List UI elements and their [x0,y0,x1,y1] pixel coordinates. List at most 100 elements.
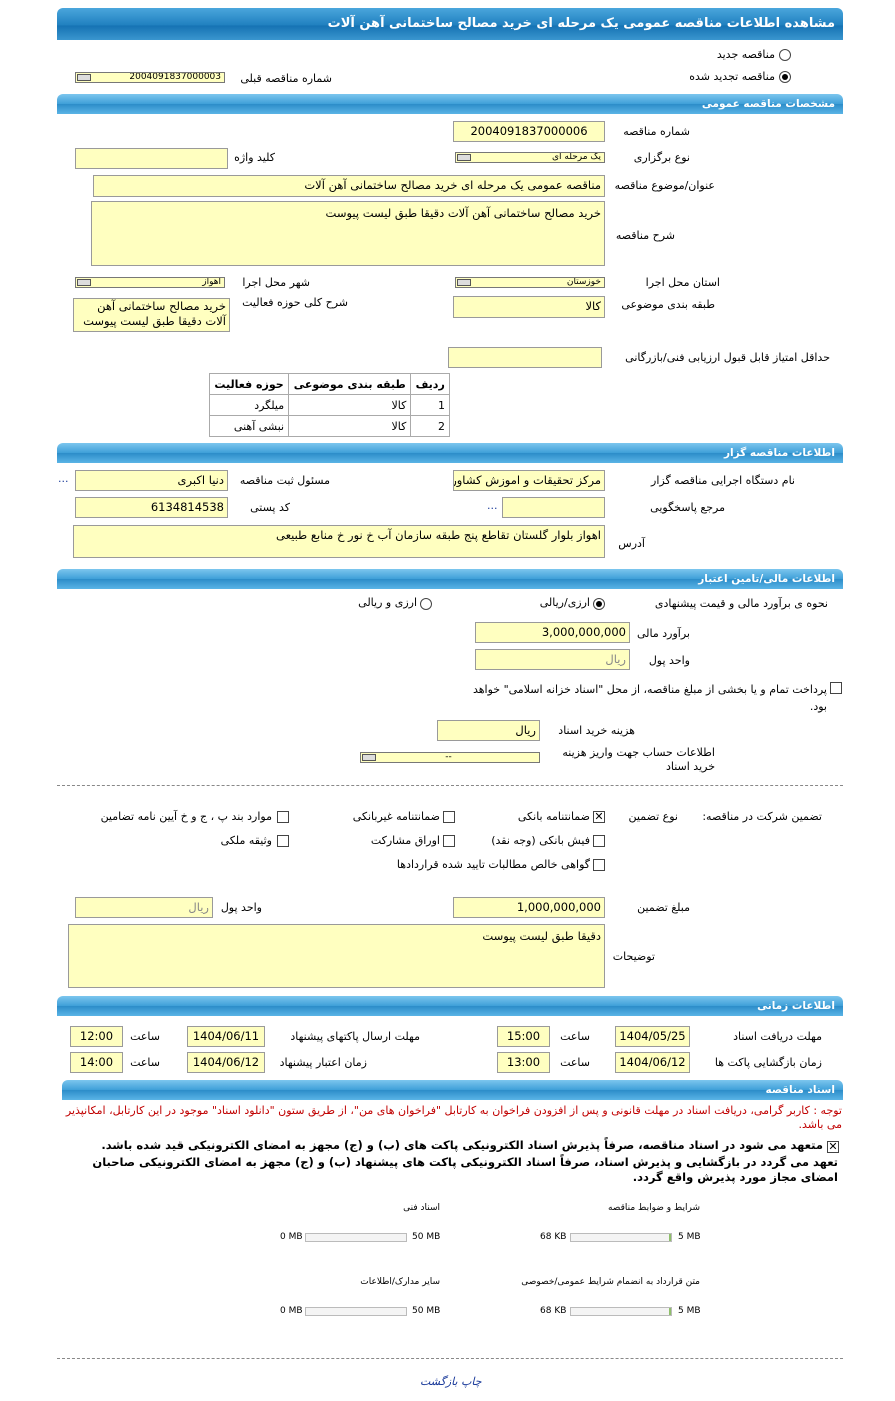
cash-checkbox[interactable] [593,835,605,847]
file-progress [305,1233,407,1242]
nonbank-guarantee-checkbox[interactable] [443,811,455,823]
keyword-label: کلید واژه [234,151,275,164]
address-field: اهواز بلوار گلستان تقاطع پنج طبقه سازمان… [73,525,605,558]
print-link[interactable]: چاپ [461,1375,482,1388]
receive-time: 15:00 [497,1026,550,1047]
send-time: 12:00 [70,1026,123,1047]
open-time: 13:00 [497,1052,550,1073]
col-scope: حوزه فعالیت [208,373,290,395]
amount-field: 1,000,000,000 [453,897,605,918]
description-label: شرح مناقصه [615,229,675,242]
commit-text-1: متعهد می شود در اسناد مناقصه، صرفاً پذیر… [101,1138,823,1152]
bonds-label: اوراق مشارکت [370,834,440,847]
cell: میلگرد [208,394,290,416]
bonds-checkbox[interactable] [443,835,455,847]
validity-date: 1404/06/12 [187,1052,265,1073]
number-label: شماره مناقصه [623,125,690,138]
new-tender-label: مناقصه جدید [716,48,775,61]
estimate-field: 3,000,000,000 [475,622,630,643]
prev-number-select[interactable]: 2004091837000003 [75,72,225,83]
keyword-field[interactable] [75,148,228,169]
nonbank-guarantee-label: ضمانتنامه غیربانکی [352,810,440,823]
address-label: آدرس [618,537,645,550]
holding-type-label: نوع برگزاری [633,151,690,164]
reference-label: مرجع پاسخگویی [650,501,725,514]
subject-label: عنوان/موضوع مناقصه [614,179,715,192]
section-timing: اطلاعات زمانی [57,996,843,1016]
property-checkbox[interactable] [277,835,289,847]
doc-fee-label: هزینه خرید اسناد [558,724,635,737]
renewed-tender-label: مناقصه تجدید شده [689,70,775,83]
claims-checkbox[interactable] [593,859,605,871]
docs-notice: توجه : کاربر گرامی، دریافت اسناد در مهلت… [65,1104,842,1131]
divider [57,785,843,786]
rial-radio[interactable] [593,598,605,610]
col-row: ردیف [410,373,450,395]
min-score-label: حداقل امتیاز قابل قبول ارزیابی فنی/بازرگ… [625,351,830,364]
org-more-link[interactable]: ... [58,472,69,485]
col-category: طبقه بندی موضوعی [288,373,412,395]
category-label: طبقه بندی موضوعی [621,298,715,311]
city-select[interactable]: اهواز [75,277,225,288]
section-organizer: اطلاعات مناقصه گزار [57,443,843,463]
registrar-field: دنیا اکبری [75,470,228,491]
file-max: 5 MB [678,1306,701,1316]
send-date: 1404/06/11 [187,1026,265,1047]
new-tender-radio[interactable] [779,49,791,61]
province-select[interactable]: خوزستان [455,277,605,288]
prev-number-label: شماره مناقصه قبلی [240,72,332,85]
open-date: 1404/06/12 [615,1052,690,1073]
section-finance: اطلاعات مالی/تامین اعتبار [57,569,843,589]
treasury-text: پرداخت تمام و یا بخشی از مبلغ مناقصه، از… [472,683,827,713]
description-field: خرید مصالح ساختمانی آهن آلات دقیقا طبق ل… [91,201,605,266]
file-label: متن قرارداد به انضمام شرایط عمومی/خصوصی [521,1277,700,1287]
validity-label: زمان اعتبار پیشنهاد [279,1056,367,1069]
city-label: شهر محل اجرا [242,276,310,289]
file-size: 68 KB [540,1232,567,1242]
rial-label: ارزی/ریالی [539,596,590,609]
scope-label: شرح کلی حوزه فعالیت [242,296,348,309]
section-general: مشخصات مناقصه عمومی [57,94,843,114]
postal-field: 6134814538 [75,497,228,518]
guarantee-type-label: نوع تضمین [628,810,678,823]
cell: کالا [288,415,412,437]
commit-text-2: تعهد می گردد در بازگشایی و پذیرش اسناد، … [92,1155,838,1184]
file-size: 0 MB [280,1306,303,1316]
notes-label: توضیحات [612,950,655,963]
both-radio[interactable] [420,598,432,610]
renewed-tender-radio[interactable] [779,71,791,83]
g-currency-label: واحد پول [220,901,262,914]
file-progress [570,1233,672,1242]
category-table: ردیف طبقه بندی موضوعی حوزه فعالیت 1 کالا میل… [208,373,450,437]
claims-label: گواهی خالص مطالبات تایید شده قراردادها [396,858,590,871]
account-select[interactable]: -- [360,752,540,763]
file-max: 50 MB [412,1306,441,1316]
divider [57,1358,843,1359]
cell: نبشی آهنی [208,415,290,437]
receive-label: مهلت دریافت اسناد [733,1030,822,1043]
doc-fee-field: ریال [437,720,540,741]
file-label: سایر مدارک/اطلاعات [360,1277,440,1287]
notes-field: دقیقا طبق لیست پیوست [68,924,605,988]
category-field: کالا [453,296,605,318]
commit-checkbox[interactable]: ✕ [827,1140,839,1153]
scope-field: خرید مصالح ساختمانی آهن آلات دقیقا طبق ل… [73,298,230,332]
cash-label: فیش بانکی (وجه نقد) [491,834,590,847]
cell: کالا [288,394,412,416]
amount-label: مبلغ تضمین [637,901,690,914]
province-label: استان محل اجرا [645,276,720,289]
subject-field: مناقصه عمومی یک مرحله ای خرید مصالح ساخت… [93,175,605,197]
table-row: 2 کالا نبشی آهنی [208,415,450,437]
reference-more-link[interactable]: ... [487,499,498,512]
postal-label: کد پستی [250,501,290,514]
property-label: وثیقه ملکی [220,834,272,847]
back-link[interactable]: بازگشت [420,1375,458,1388]
treasury-checkbox[interactable] [830,682,842,694]
clause-checkbox[interactable] [277,811,289,823]
page-title: مشاهده اطلاعات مناقصه عمومی یک مرحله ای … [57,8,843,40]
file-size: 0 MB [280,1232,303,1242]
file-label: اسناد فنی [403,1203,440,1213]
bank-guarantee-checkbox[interactable]: ✕ [593,810,605,823]
time-label: ساعت [130,1056,160,1069]
holding-type-select[interactable]: یک مرحله ای [455,152,605,163]
